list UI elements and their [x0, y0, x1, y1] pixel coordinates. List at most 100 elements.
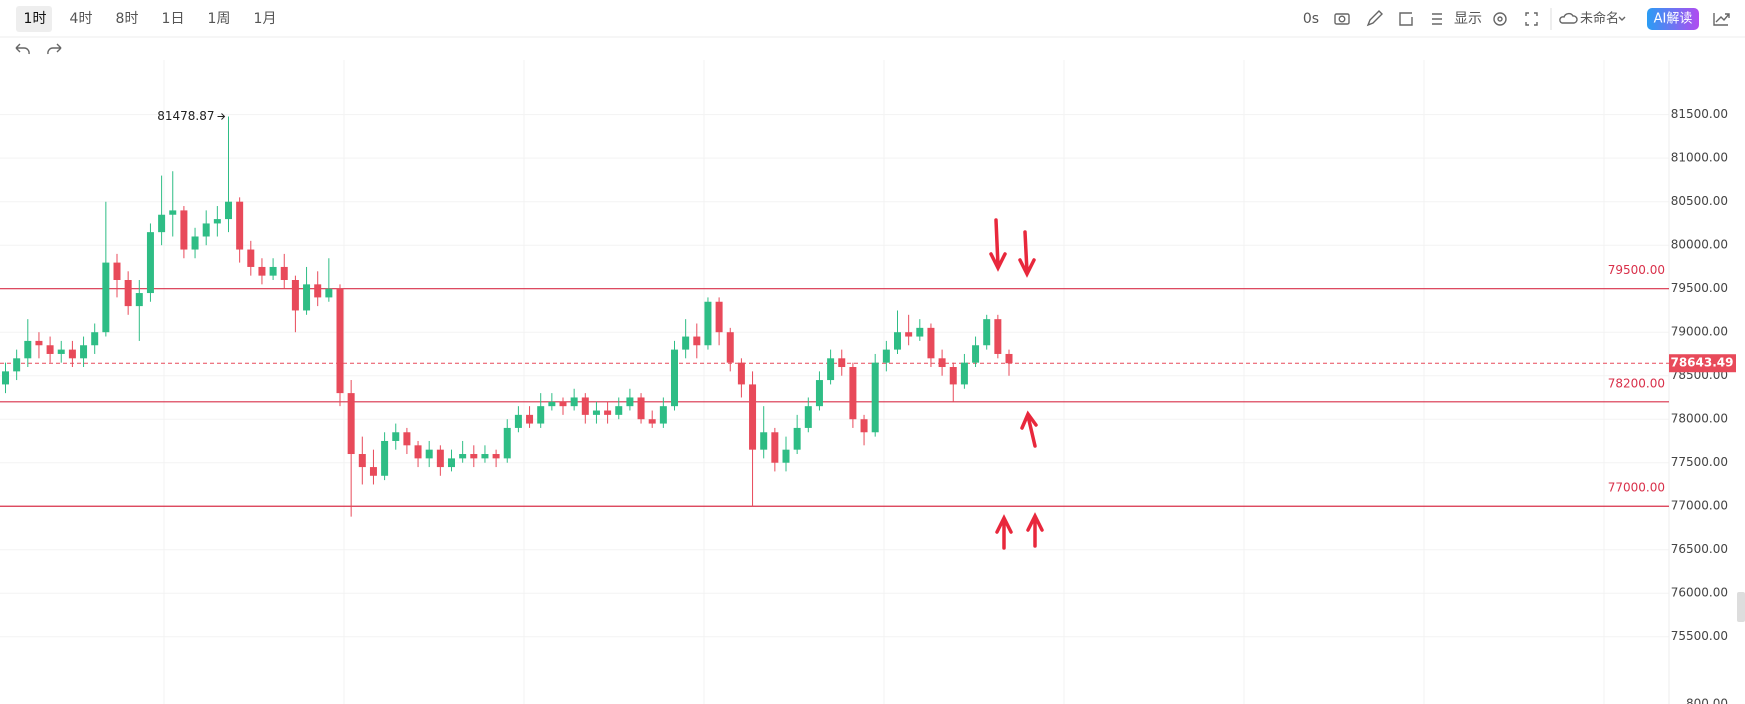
candle-body [1005, 353, 1013, 364]
candle-body [760, 432, 768, 450]
pen-icon[interactable] [1366, 10, 1383, 27]
candle-body [436, 449, 444, 468]
candle-body [871, 362, 879, 433]
candle-body [838, 358, 846, 368]
display-button[interactable]: 显示 [1454, 11, 1482, 27]
candle-body [358, 454, 366, 468]
y-tick-label: 77000.00 [1671, 499, 1728, 513]
candle-body [314, 284, 322, 298]
candle-body [804, 406, 812, 428]
y-tick-label: 80500.00 [1671, 194, 1728, 208]
candle-body [448, 458, 455, 468]
candle-body [225, 201, 232, 220]
y-tick-label: 75500.00 [1671, 629, 1728, 643]
timer[interactable]: 0s [1303, 11, 1319, 27]
redo-icon[interactable] [47, 43, 62, 55]
candle-body [559, 401, 567, 407]
candle-body [481, 454, 489, 459]
level-label: 77000.00 [1608, 481, 1665, 495]
candle-body [749, 384, 757, 450]
price-axis: 75500.00 76000.00 76500.00 77000.00 77500.00… [1669, 107, 1736, 704]
camera-icon[interactable] [1334, 13, 1350, 25]
candle-body [737, 362, 745, 385]
candle-body [347, 393, 355, 455]
plot-area: 79500.00 78200.00 77000.00 81478.87 [0, 109, 1669, 517]
y-tick-label: 77500.00 [1671, 455, 1728, 469]
candle-body [425, 449, 433, 459]
candle-body [124, 280, 132, 307]
candle-body [715, 301, 723, 333]
interval-button[interactable]: 4时 [70, 11, 93, 27]
arrow-up [1026, 512, 1044, 548]
candle-body [894, 332, 901, 350]
candle-body [191, 236, 199, 250]
y-tick-label: 76000.00 [1671, 586, 1728, 600]
snapshot-icon[interactable] [1399, 12, 1413, 26]
candle-body [648, 419, 656, 424]
interval-button[interactable]: 1时 [24, 11, 47, 27]
y-tick-label: 76500.00 [1671, 542, 1728, 556]
candle-body [659, 406, 667, 424]
candle-body [403, 432, 411, 446]
candle-body [827, 358, 835, 381]
candle-body [693, 336, 701, 346]
candle-body [938, 358, 946, 368]
candle-body [202, 223, 210, 237]
arrow-down [989, 218, 1007, 272]
y-tick-label: 78000.00 [1671, 412, 1728, 426]
candle-body [135, 293, 143, 307]
arrow-up [1020, 410, 1038, 448]
undo-icon[interactable] [15, 43, 30, 55]
y-tick-label: 80000.00 [1671, 238, 1728, 252]
ai-button-bg[interactable] [1647, 8, 1699, 30]
interval-button[interactable]: 8时 [116, 11, 139, 27]
candle-body [102, 262, 110, 333]
candle-body [459, 454, 467, 459]
candle-body [726, 332, 734, 363]
candle-body [916, 327, 924, 337]
ai-button[interactable]: AI解读 [1654, 12, 1693, 27]
level-label: 79500.00 [1608, 263, 1665, 277]
candle-body [381, 440, 389, 476]
candle-body [158, 214, 166, 233]
candle-body [815, 380, 823, 407]
candle-body [492, 454, 500, 459]
candle-body [949, 367, 957, 385]
candle-body [46, 345, 54, 354]
share-icon[interactable] [1713, 13, 1730, 26]
candle-body [24, 340, 32, 359]
candle-body [905, 332, 913, 337]
chevron-icon[interactable] [1618, 16, 1626, 21]
interval-button[interactable]: 1日 [162, 11, 185, 27]
candle-body [470, 454, 478, 459]
candle-body [258, 266, 266, 276]
candle-body [972, 345, 980, 363]
candle-body [180, 210, 188, 250]
candle-body [626, 397, 634, 407]
candle-body [637, 397, 645, 420]
candle-body [682, 336, 690, 350]
settings-icon[interactable] [1493, 12, 1507, 26]
interval-button[interactable]: 1周 [208, 11, 231, 27]
scroll-handle[interactable] [1737, 592, 1745, 622]
drawn-arrows [989, 218, 1044, 550]
candle-body [269, 266, 277, 276]
cloud-icon[interactable] [1559, 12, 1578, 24]
display-icon[interactable] [1432, 13, 1442, 25]
layout-name[interactable]: 未命名 [1580, 11, 1619, 27]
candle-body [236, 201, 244, 250]
interval-button[interactable]: 1月 [254, 11, 277, 27]
candle-body [68, 349, 76, 359]
candle-body [604, 410, 612, 415]
high-label-arrow [217, 113, 226, 120]
candle-body [570, 397, 578, 407]
volume-axis-label: 800.00 [1686, 697, 1728, 704]
candle-body [2, 371, 9, 385]
candle-body [113, 262, 121, 280]
fullscreen-icon[interactable] [1525, 12, 1538, 26]
candle-body [247, 249, 255, 267]
candle-body [13, 358, 21, 372]
